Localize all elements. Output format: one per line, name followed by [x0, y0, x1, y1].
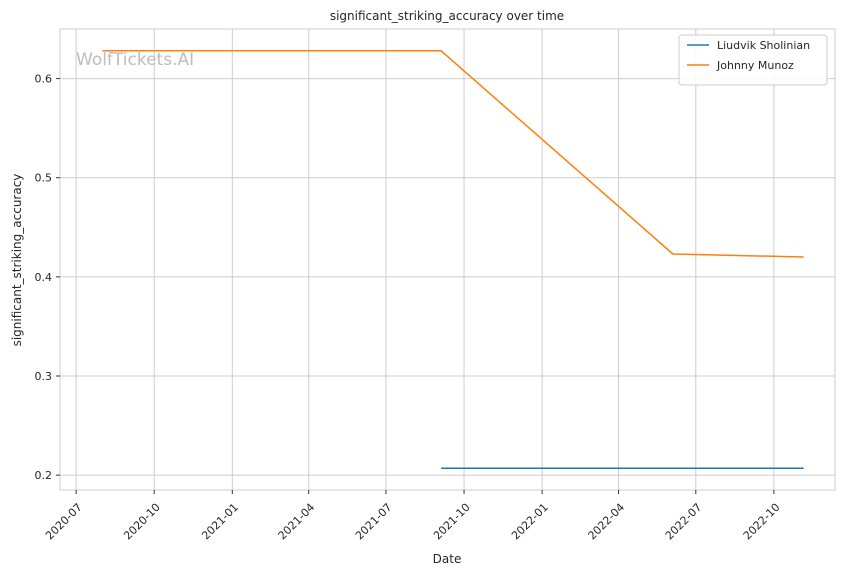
legend-label: Johnny Munoz: [716, 59, 794, 72]
series-line-johnny-munoz: [102, 50, 804, 258]
legend-label: Liudvik Sholinian: [717, 39, 810, 52]
x-tick-label: 2021-10: [431, 501, 473, 543]
x-axis-label: Date: [433, 552, 462, 566]
x-tick-label: 2020-10: [121, 501, 163, 543]
x-tick-label: 2021-07: [353, 501, 395, 543]
legend: Liudvik Sholinian Johnny Munoz: [678, 34, 828, 86]
y-tick-label: 0.6: [35, 73, 53, 86]
legend-box: [678, 34, 828, 86]
x-tick-label: 2022-07: [663, 501, 705, 543]
chart-title: significant_striking_accuracy over time: [330, 9, 564, 23]
x-gridlines: [75, 29, 775, 490]
x-axis-ticks: 2020-07 2020-10 2021-01 2021-04 2021-07 2021-…: [43, 490, 783, 543]
x-tick-label: 2022-01: [509, 501, 551, 543]
y-gridlines: [60, 78, 835, 476]
x-tick-label: 2021-04: [276, 501, 318, 543]
y-axis-label: significant_striking_accuracy: [10, 174, 24, 347]
series-layer: [102, 50, 804, 469]
y-tick-label: 0.2: [35, 469, 53, 482]
y-axis-ticks: 0.2 0.3 0.4 0.5 0.6: [35, 73, 60, 482]
y-tick-label: 0.4: [35, 271, 53, 284]
x-tick-label: 2022-04: [586, 501, 628, 543]
watermark-text: WolfTickets.AI: [76, 50, 194, 70]
x-tick-label: 2020-07: [43, 501, 85, 543]
y-tick-label: 0.5: [35, 172, 53, 185]
x-tick-label: 2022-10: [741, 501, 783, 543]
y-tick-label: 0.3: [35, 370, 53, 383]
plot-area-frame: [59, 28, 836, 491]
x-tick-label: 2021-01: [199, 501, 241, 543]
